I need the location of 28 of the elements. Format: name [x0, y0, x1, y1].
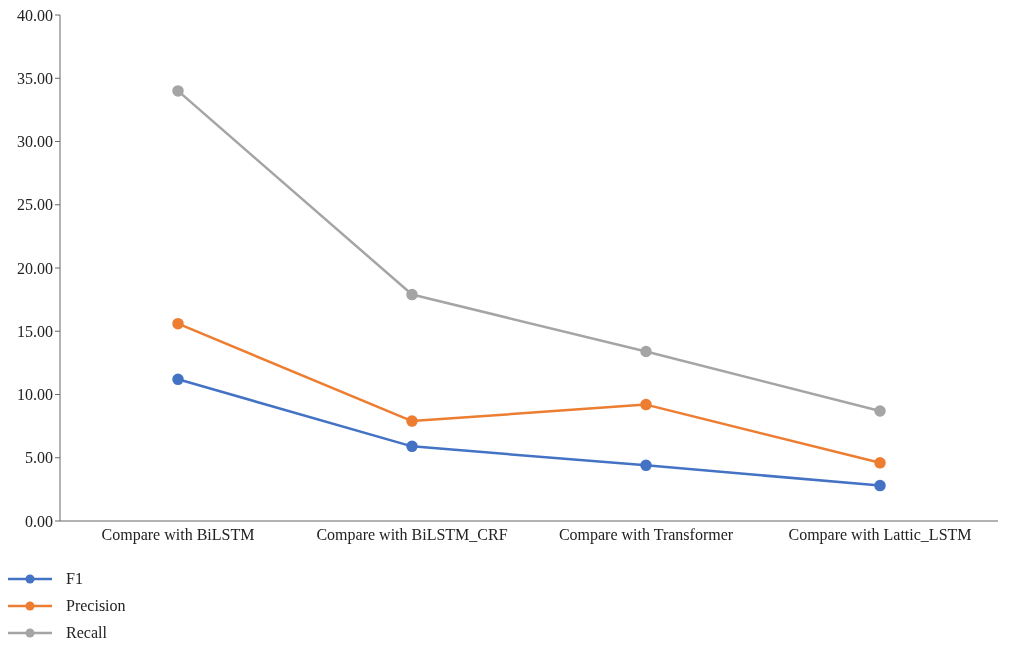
y-tick-label: 20.00	[17, 259, 53, 277]
point	[172, 317, 184, 330]
x-tick-label: Compare with BiLSTM_CRF	[316, 526, 508, 545]
point	[640, 459, 652, 472]
y-tick-label: 5.00	[25, 449, 53, 467]
point	[874, 479, 886, 492]
point	[406, 415, 418, 427]
point	[640, 345, 652, 358]
y-tick-label: 15.00	[17, 322, 53, 340]
point	[406, 288, 418, 301]
y-tick-label: 0.00	[25, 512, 53, 530]
point	[406, 440, 418, 453]
point	[172, 85, 184, 97]
y-tick-label: 40.00	[17, 6, 53, 24]
point	[640, 398, 652, 411]
y-tick-label: 10.00	[17, 386, 53, 404]
point	[172, 373, 184, 386]
x-tick-label: Compare with Transformer	[558, 526, 734, 545]
y-tick-label: 25.00	[17, 196, 53, 214]
x-tick-label: Compare with Lattic_LSTM	[788, 526, 972, 545]
x-tick-label: Compare with BiLSTM	[101, 526, 255, 545]
point	[874, 457, 886, 469]
y-tick-label: 35.00	[17, 69, 53, 87]
legend-label: F1	[66, 569, 83, 588]
y-tick-label: 30.00	[17, 133, 53, 151]
legend-label: Recall	[66, 623, 107, 642]
point	[874, 405, 886, 417]
legend-label: Precision	[66, 596, 126, 615]
